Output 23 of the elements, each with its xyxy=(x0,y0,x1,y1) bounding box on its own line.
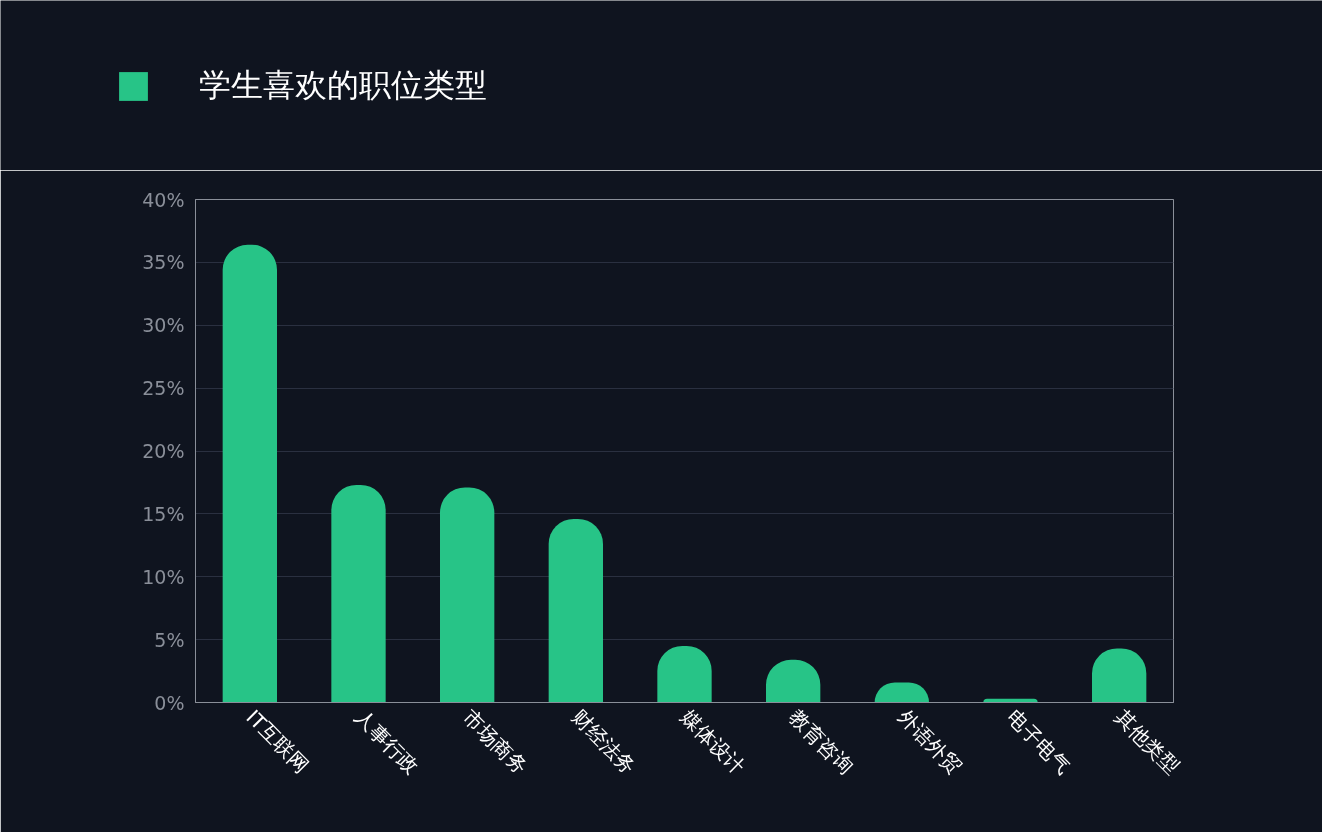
x-tick-label: 外语外贸 xyxy=(893,705,967,779)
y-tick-label: 40% xyxy=(142,188,185,211)
y-tick-label: 10% xyxy=(142,565,185,588)
x-tick-label: 人事行政 xyxy=(350,705,424,779)
y-tick-label: 30% xyxy=(142,314,185,337)
bar xyxy=(548,518,603,703)
y-tick-label: 25% xyxy=(142,377,185,400)
bar xyxy=(440,487,495,703)
x-tick-label: 市场商务 xyxy=(458,705,533,779)
x-tick-label: 电子电气 xyxy=(1002,705,1076,779)
y-tick-label: 0% xyxy=(154,691,185,714)
y-tick-label: 15% xyxy=(142,502,185,525)
x-tick-label: 财经法务 xyxy=(567,705,641,779)
x-tick-label: 媒体设计 xyxy=(676,705,750,779)
y-tick-label: 35% xyxy=(142,251,185,274)
bar xyxy=(222,244,277,703)
x-tick-label: 教育咨询 xyxy=(784,705,859,779)
x-tick-label: IT互联网 xyxy=(241,705,314,778)
legend-label: 学生喜欢的职位类型 xyxy=(199,65,487,106)
x-tick-label: 其他类型 xyxy=(1110,705,1185,779)
y-tick-label: 20% xyxy=(142,440,185,462)
bar xyxy=(331,484,386,703)
y-tick-label: 5% xyxy=(154,628,185,651)
